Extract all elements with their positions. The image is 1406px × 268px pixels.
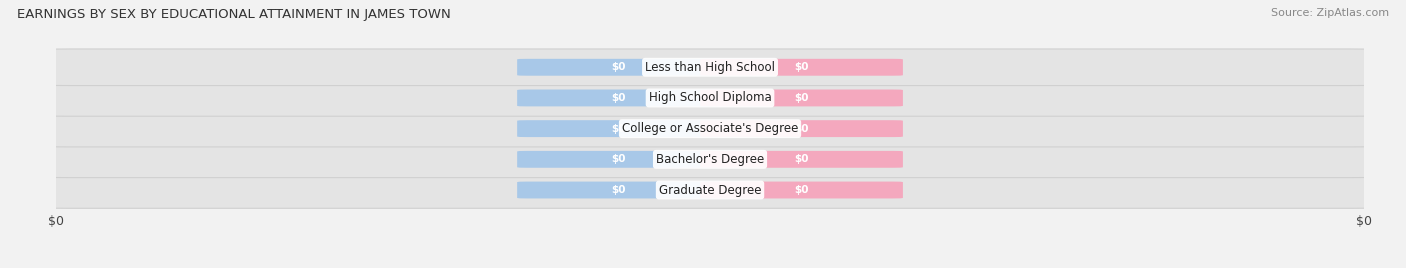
FancyBboxPatch shape <box>37 49 1384 85</box>
Text: Bachelor's Degree: Bachelor's Degree <box>657 153 763 166</box>
Text: $0: $0 <box>794 154 808 164</box>
FancyBboxPatch shape <box>700 90 903 106</box>
FancyBboxPatch shape <box>37 80 1384 116</box>
FancyBboxPatch shape <box>517 59 720 76</box>
Text: $0: $0 <box>612 62 626 72</box>
Text: $0: $0 <box>612 154 626 164</box>
FancyBboxPatch shape <box>517 120 720 137</box>
Text: Less than High School: Less than High School <box>645 61 775 74</box>
FancyBboxPatch shape <box>700 182 903 198</box>
Text: $0: $0 <box>794 93 808 103</box>
Text: $0: $0 <box>794 124 808 134</box>
FancyBboxPatch shape <box>517 90 720 106</box>
Text: EARNINGS BY SEX BY EDUCATIONAL ATTAINMENT IN JAMES TOWN: EARNINGS BY SEX BY EDUCATIONAL ATTAINMEN… <box>17 8 450 21</box>
Text: Source: ZipAtlas.com: Source: ZipAtlas.com <box>1271 8 1389 18</box>
FancyBboxPatch shape <box>517 182 720 198</box>
Text: High School Diploma: High School Diploma <box>648 91 772 105</box>
FancyBboxPatch shape <box>37 141 1384 178</box>
FancyBboxPatch shape <box>37 110 1384 147</box>
Text: Graduate Degree: Graduate Degree <box>659 184 761 196</box>
Text: $0: $0 <box>794 62 808 72</box>
FancyBboxPatch shape <box>700 151 903 168</box>
Text: $0: $0 <box>794 185 808 195</box>
FancyBboxPatch shape <box>517 151 720 168</box>
FancyBboxPatch shape <box>700 59 903 76</box>
FancyBboxPatch shape <box>37 172 1384 208</box>
Text: $0: $0 <box>612 185 626 195</box>
Text: $0: $0 <box>612 93 626 103</box>
FancyBboxPatch shape <box>700 120 903 137</box>
Text: $0: $0 <box>612 124 626 134</box>
Text: College or Associate's Degree: College or Associate's Degree <box>621 122 799 135</box>
